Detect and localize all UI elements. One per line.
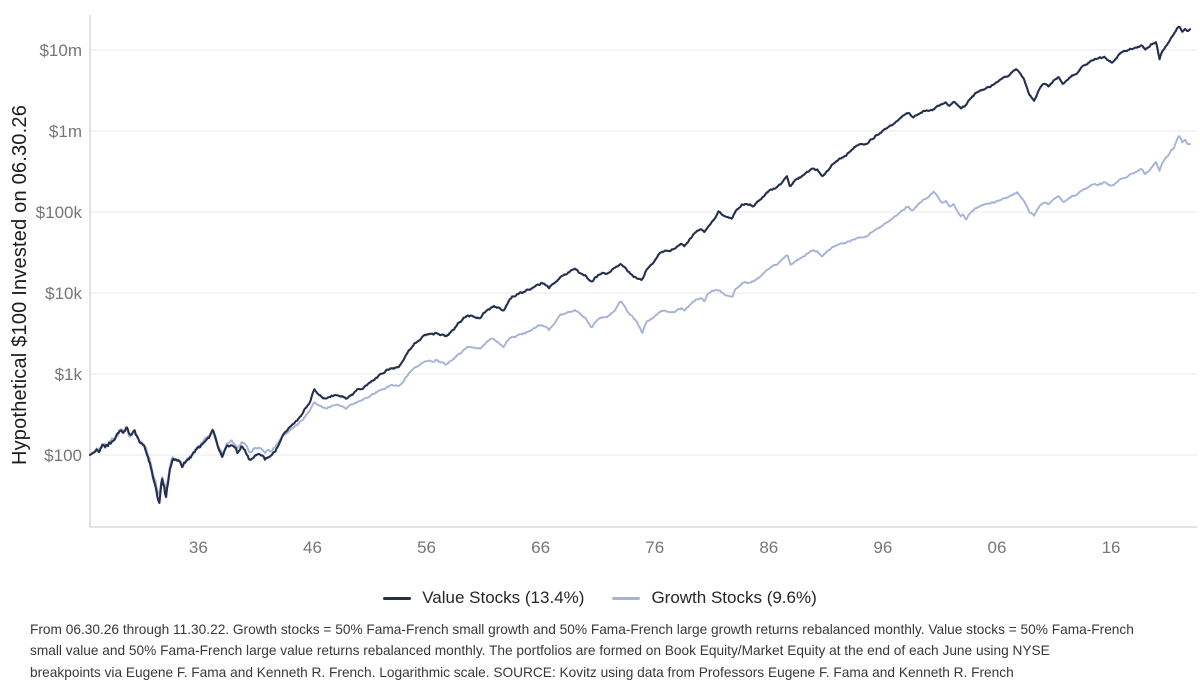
legend-item-value: Value Stocks (13.4%) [383, 588, 584, 608]
growth-stocks-line [89, 135, 1191, 496]
x-tick-label: 56 [417, 538, 436, 557]
growth-line-swatch [612, 596, 641, 600]
x-tick-label: 66 [531, 538, 550, 557]
y-tick-label: $1k [55, 365, 83, 384]
y-tick-label: $10k [45, 284, 82, 303]
y-tick-label: $1m [49, 122, 82, 141]
legend-label-growth: Growth Stocks (9.6%) [651, 588, 817, 607]
footnote: From 06.30.26 through 11.30.22. Growth s… [30, 619, 1185, 681]
y-tick-label: $100k [36, 203, 83, 222]
value-line-swatch [383, 596, 412, 600]
footnote-line-3: breakpoints via Eugene F. Fama and Kenne… [30, 664, 1014, 680]
x-tick-label: 06 [988, 538, 1007, 557]
x-tick-label: 96 [873, 538, 892, 557]
y-tick-label: $100 [44, 446, 82, 465]
x-tick-label: 76 [645, 538, 664, 557]
legend-item-growth: Growth Stocks (9.6%) [612, 588, 817, 608]
x-tick-label: 46 [303, 538, 322, 557]
y-tick-label: $10m [39, 41, 82, 60]
x-tick-label: 86 [759, 538, 778, 557]
legend-label-value: Value Stocks (13.4%) [422, 588, 585, 607]
x-tick-label: 36 [189, 538, 208, 557]
x-tick-label: 16 [1102, 538, 1121, 557]
footnote-line-2: small value and 50% Fama-French large va… [30, 643, 1050, 659]
footnote-line-1: From 06.30.26 through 11.30.22. Growth s… [30, 622, 1134, 637]
value-stocks-line [88, 25, 1192, 504]
log-line-chart: $10m $1m $100k $10k $1k $100 36 46 56 66 76 86 96 06 1… [36, 15, 1197, 557]
chart-legend: Value Stocks (13.4%) Growth Stocks (9.6%… [0, 588, 1200, 608]
